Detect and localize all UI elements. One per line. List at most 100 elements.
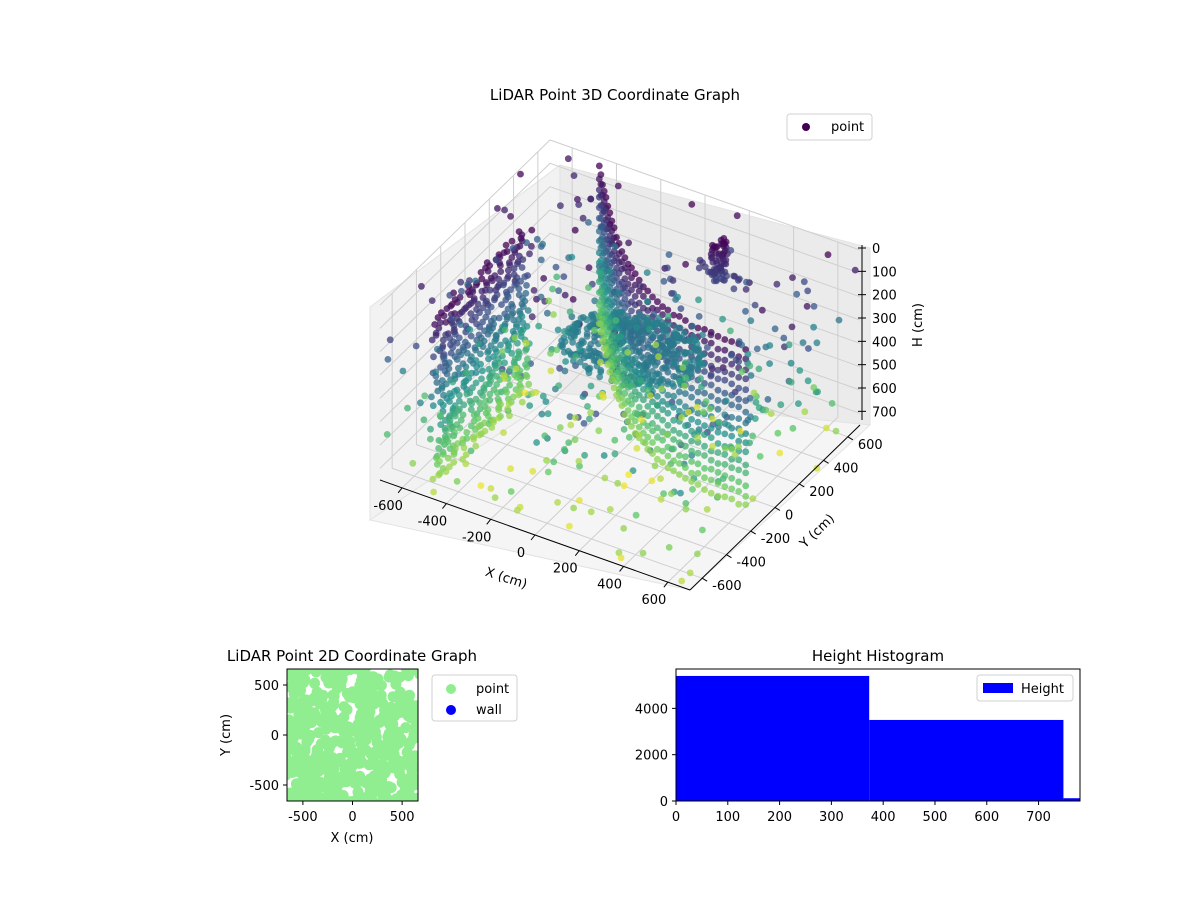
point-3d bbox=[467, 332, 475, 340]
point-3d bbox=[755, 404, 763, 412]
point-3d bbox=[606, 267, 614, 275]
point-3d bbox=[521, 389, 529, 397]
point-3d bbox=[703, 344, 711, 351]
point-3d bbox=[654, 306, 661, 314]
point-3d bbox=[463, 390, 471, 398]
point-3d bbox=[742, 386, 750, 394]
point-3d bbox=[505, 400, 513, 407]
point-3d bbox=[735, 478, 743, 486]
point-3d bbox=[549, 285, 556, 293]
point-3d bbox=[482, 381, 490, 388]
point-2d bbox=[373, 690, 385, 702]
point-2d bbox=[394, 768, 406, 780]
point-3d bbox=[701, 337, 708, 345]
point-3d bbox=[519, 303, 527, 310]
point-3d bbox=[556, 424, 564, 431]
point-3d bbox=[694, 460, 702, 468]
point-3d bbox=[701, 486, 708, 493]
point-3d bbox=[528, 313, 536, 321]
point-3d bbox=[701, 389, 708, 397]
point-2d bbox=[403, 786, 415, 798]
point-3d bbox=[702, 398, 710, 405]
point-3d bbox=[539, 240, 546, 248]
point-2d bbox=[326, 710, 338, 722]
point-3d bbox=[699, 408, 707, 416]
point-3d bbox=[676, 429, 683, 437]
point-3d bbox=[446, 398, 453, 405]
point-2d bbox=[393, 737, 405, 749]
point-3d bbox=[654, 424, 661, 432]
point-3d bbox=[651, 330, 659, 337]
point-3d bbox=[694, 470, 702, 477]
point-3d bbox=[707, 351, 715, 359]
point-3d bbox=[547, 367, 555, 375]
point-3d bbox=[479, 392, 486, 399]
point-3d bbox=[555, 382, 563, 389]
point-3d bbox=[789, 274, 796, 281]
point-3d bbox=[491, 494, 499, 501]
point-3d bbox=[688, 201, 696, 208]
point-3d bbox=[635, 276, 643, 284]
point-3d bbox=[744, 350, 752, 358]
point-3d bbox=[676, 452, 683, 459]
y-ticks-histogram: 0 2000 4000 bbox=[635, 702, 676, 810]
point-3d bbox=[595, 214, 603, 222]
point-3d bbox=[544, 309, 551, 317]
point-3d bbox=[613, 391, 620, 399]
point-3d bbox=[753, 345, 761, 353]
point-3d bbox=[481, 427, 489, 435]
point-3d bbox=[735, 443, 742, 451]
point-3d bbox=[456, 424, 464, 432]
point-3d bbox=[679, 364, 687, 371]
point-3d bbox=[714, 492, 722, 500]
point-3d bbox=[728, 360, 736, 368]
point-3d bbox=[494, 389, 501, 397]
point-3d bbox=[735, 466, 743, 474]
point-3d bbox=[507, 213, 514, 220]
point-3d bbox=[657, 495, 665, 503]
point-3d bbox=[668, 490, 675, 497]
point-3d bbox=[526, 402, 534, 409]
point-3d bbox=[417, 399, 424, 407]
point-3d bbox=[728, 432, 736, 440]
point-2d bbox=[412, 761, 418, 773]
point-3d bbox=[628, 400, 635, 408]
point-3d bbox=[478, 287, 486, 295]
point-3d bbox=[805, 345, 812, 352]
point-3d bbox=[491, 337, 499, 345]
point-3d bbox=[659, 406, 666, 413]
point-3d bbox=[682, 432, 689, 440]
point-3d bbox=[512, 365, 520, 373]
point-2d bbox=[344, 741, 356, 753]
point-3d bbox=[678, 577, 686, 585]
point-3d bbox=[658, 385, 665, 393]
point-2d bbox=[351, 726, 363, 738]
point-3d bbox=[569, 338, 576, 346]
y-tick-label-3d: 400 bbox=[834, 461, 859, 476]
point-3d bbox=[472, 313, 479, 321]
point-3d bbox=[584, 403, 591, 410]
point-3d bbox=[595, 227, 603, 235]
point-3d bbox=[620, 482, 628, 490]
point-3d bbox=[651, 462, 659, 470]
point-3d bbox=[478, 375, 485, 383]
point-3d bbox=[654, 298, 661, 306]
point-3d bbox=[663, 431, 671, 439]
point-3d bbox=[495, 275, 502, 283]
point-3d bbox=[664, 264, 671, 272]
point-2d bbox=[287, 718, 298, 729]
point-3d bbox=[659, 303, 666, 310]
point-3d bbox=[789, 424, 797, 432]
point-3d bbox=[460, 401, 468, 409]
point-3d bbox=[561, 291, 569, 299]
point-3d bbox=[707, 465, 715, 473]
point-3d bbox=[673, 331, 681, 339]
point-3d bbox=[625, 471, 633, 479]
point-3d bbox=[602, 351, 610, 359]
point-3d bbox=[451, 371, 459, 379]
point-3d bbox=[636, 311, 644, 319]
point-3d bbox=[742, 307, 749, 315]
point-3d bbox=[541, 432, 549, 440]
point-3d bbox=[709, 442, 716, 450]
point-3d bbox=[751, 301, 759, 309]
